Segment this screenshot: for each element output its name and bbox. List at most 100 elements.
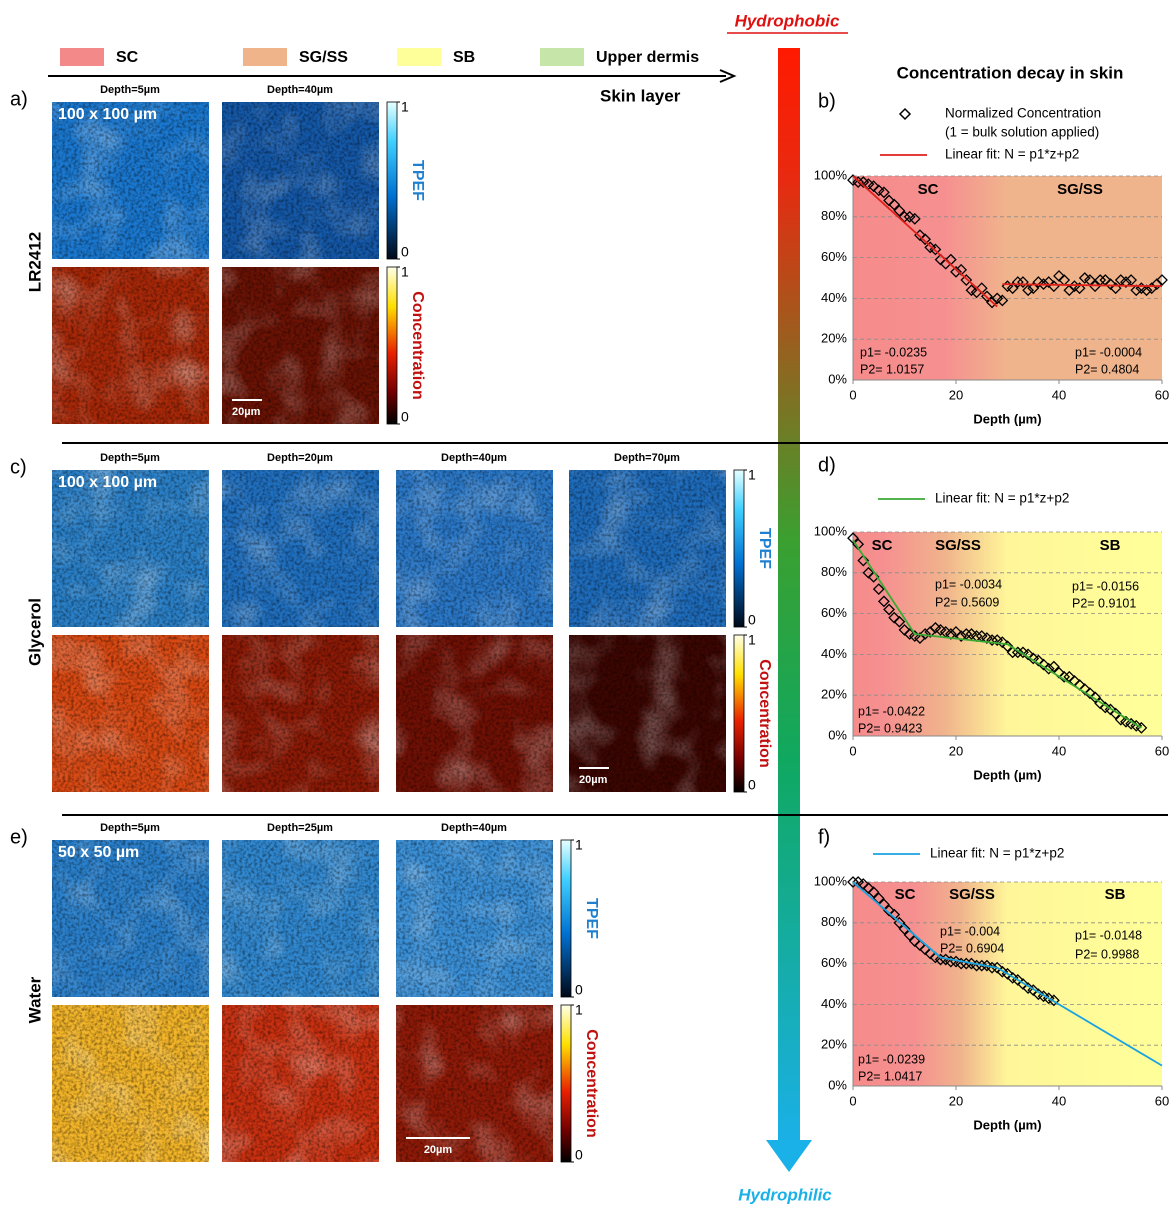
- data-point: [1156, 274, 1168, 286]
- depth-label: Depth=40µm: [441, 452, 507, 464]
- colorbar-tick-label: 0: [575, 982, 583, 998]
- data-point: [898, 624, 911, 636]
- colorbar-label: TPEF: [583, 898, 600, 939]
- fit-annotation: p1= -0.0235: [860, 345, 927, 359]
- image-grain: [222, 102, 379, 259]
- y-tick-label: 40%: [821, 646, 847, 661]
- fit-annotation: p1= -0.0422: [858, 704, 925, 718]
- y-tick-label: 40%: [821, 290, 847, 305]
- colorbar-tick-label: 0: [401, 409, 409, 425]
- data-point: [1058, 670, 1071, 683]
- colorbar: [560, 839, 572, 998]
- data-point: [1078, 683, 1091, 695]
- depth-label: Depth=40µm: [267, 84, 333, 96]
- data-point: [862, 566, 875, 579]
- fit-line: [852, 881, 1163, 1067]
- scale-bar-label: 20µm: [424, 1144, 453, 1156]
- data-point: [1083, 687, 1096, 700]
- fit-annotation: P2= 0.9423: [858, 721, 922, 735]
- legend-swatch: [397, 48, 441, 66]
- depth-label: Depth=25µm: [267, 822, 333, 834]
- data-point: [1022, 284, 1035, 297]
- fit-annotation: p1= -0.0156: [1072, 579, 1139, 593]
- region-label: SG/SS: [935, 537, 981, 554]
- data-point: [1011, 646, 1024, 659]
- colorbar: [733, 634, 745, 793]
- data-point: [960, 274, 973, 286]
- layer-axis-label: Skin layer: [600, 86, 681, 105]
- data-point: [986, 634, 998, 647]
- image-grain: [52, 470, 209, 627]
- data-point: [888, 908, 901, 921]
- data-point: [883, 194, 895, 207]
- data-point: [1053, 270, 1065, 282]
- x-tick-label: 60: [1155, 743, 1169, 758]
- sample-label: Water: [25, 976, 44, 1023]
- colorbar-tick-label: 1: [748, 632, 756, 648]
- colorbar: [560, 1004, 572, 1163]
- data-point: [1073, 282, 1086, 295]
- data-point: [847, 876, 859, 888]
- data-point: [888, 198, 901, 211]
- image-grain: [222, 470, 379, 627]
- x-tick-label: 20: [949, 387, 963, 402]
- x-tick-label: 40: [1052, 1093, 1066, 1108]
- data-point: [883, 603, 895, 616]
- colorbar-tick-label: 0: [748, 777, 756, 793]
- data-point: [1037, 658, 1050, 671]
- data-point: [857, 878, 870, 890]
- colorbar-tick-label: 0: [401, 244, 409, 260]
- sample-label: LR2412: [25, 232, 44, 292]
- data-point: [1094, 697, 1107, 710]
- fit-annotation: p1= -0.004: [940, 924, 1000, 938]
- colorbar-tick-label: 1: [575, 837, 583, 853]
- hydro-top: Hydrophobic: [735, 11, 840, 30]
- data-point: [1140, 284, 1153, 297]
- data-point: [877, 186, 890, 199]
- data-point: [898, 923, 911, 935]
- data-point: [867, 886, 880, 899]
- data-point: [919, 628, 932, 640]
- data-point: [1089, 691, 1101, 704]
- y-tick-label: 20%: [821, 1037, 847, 1052]
- plot-background: [853, 882, 1162, 1086]
- image-grain: [396, 840, 553, 997]
- data-point: [1006, 282, 1019, 295]
- y-tick-label: 0%: [828, 727, 847, 742]
- fit-annotation: p1= -0.0148: [1075, 928, 1142, 942]
- sample-label: Glycerol: [25, 598, 44, 666]
- y-tick-label: 20%: [821, 687, 847, 702]
- data-point: [888, 611, 901, 624]
- depth-label: Depth=5µm: [100, 84, 160, 96]
- fit-annotation: p1= -0.0034: [935, 577, 1002, 591]
- data-point: [950, 265, 962, 278]
- legend-marker: [898, 107, 912, 121]
- data-point: [955, 630, 968, 642]
- data-point: [872, 583, 885, 596]
- legend-label: Upper dermis: [596, 49, 699, 66]
- field-size: 100 x 100 µm: [58, 474, 157, 491]
- data-point: [1120, 276, 1132, 288]
- region-label: SC: [918, 181, 939, 198]
- data-point: [862, 882, 875, 895]
- image-grain: [52, 840, 209, 997]
- y-tick-label: 80%: [821, 208, 847, 223]
- image-grain: [222, 840, 379, 997]
- scale-bar-label: 20µm: [232, 406, 261, 418]
- data-point: [1022, 648, 1035, 661]
- data-point: [908, 212, 921, 225]
- colorbar-tick-label: 1: [401, 264, 409, 280]
- image-grain: [222, 635, 379, 792]
- fit-annotation: p1= -0.0004: [1075, 345, 1142, 359]
- x-tick-label: 40: [1052, 387, 1066, 402]
- colorbar-tick-label: 0: [748, 612, 756, 628]
- legend-swatch: [540, 48, 584, 66]
- data-point: [996, 294, 1009, 307]
- y-tick-label: 80%: [821, 914, 847, 929]
- y-tick-label: 20%: [821, 331, 847, 346]
- data-point: [867, 180, 880, 193]
- y-tick-label: 100%: [814, 167, 848, 182]
- x-tick-label: 20: [949, 743, 963, 758]
- data-point: [996, 636, 1009, 649]
